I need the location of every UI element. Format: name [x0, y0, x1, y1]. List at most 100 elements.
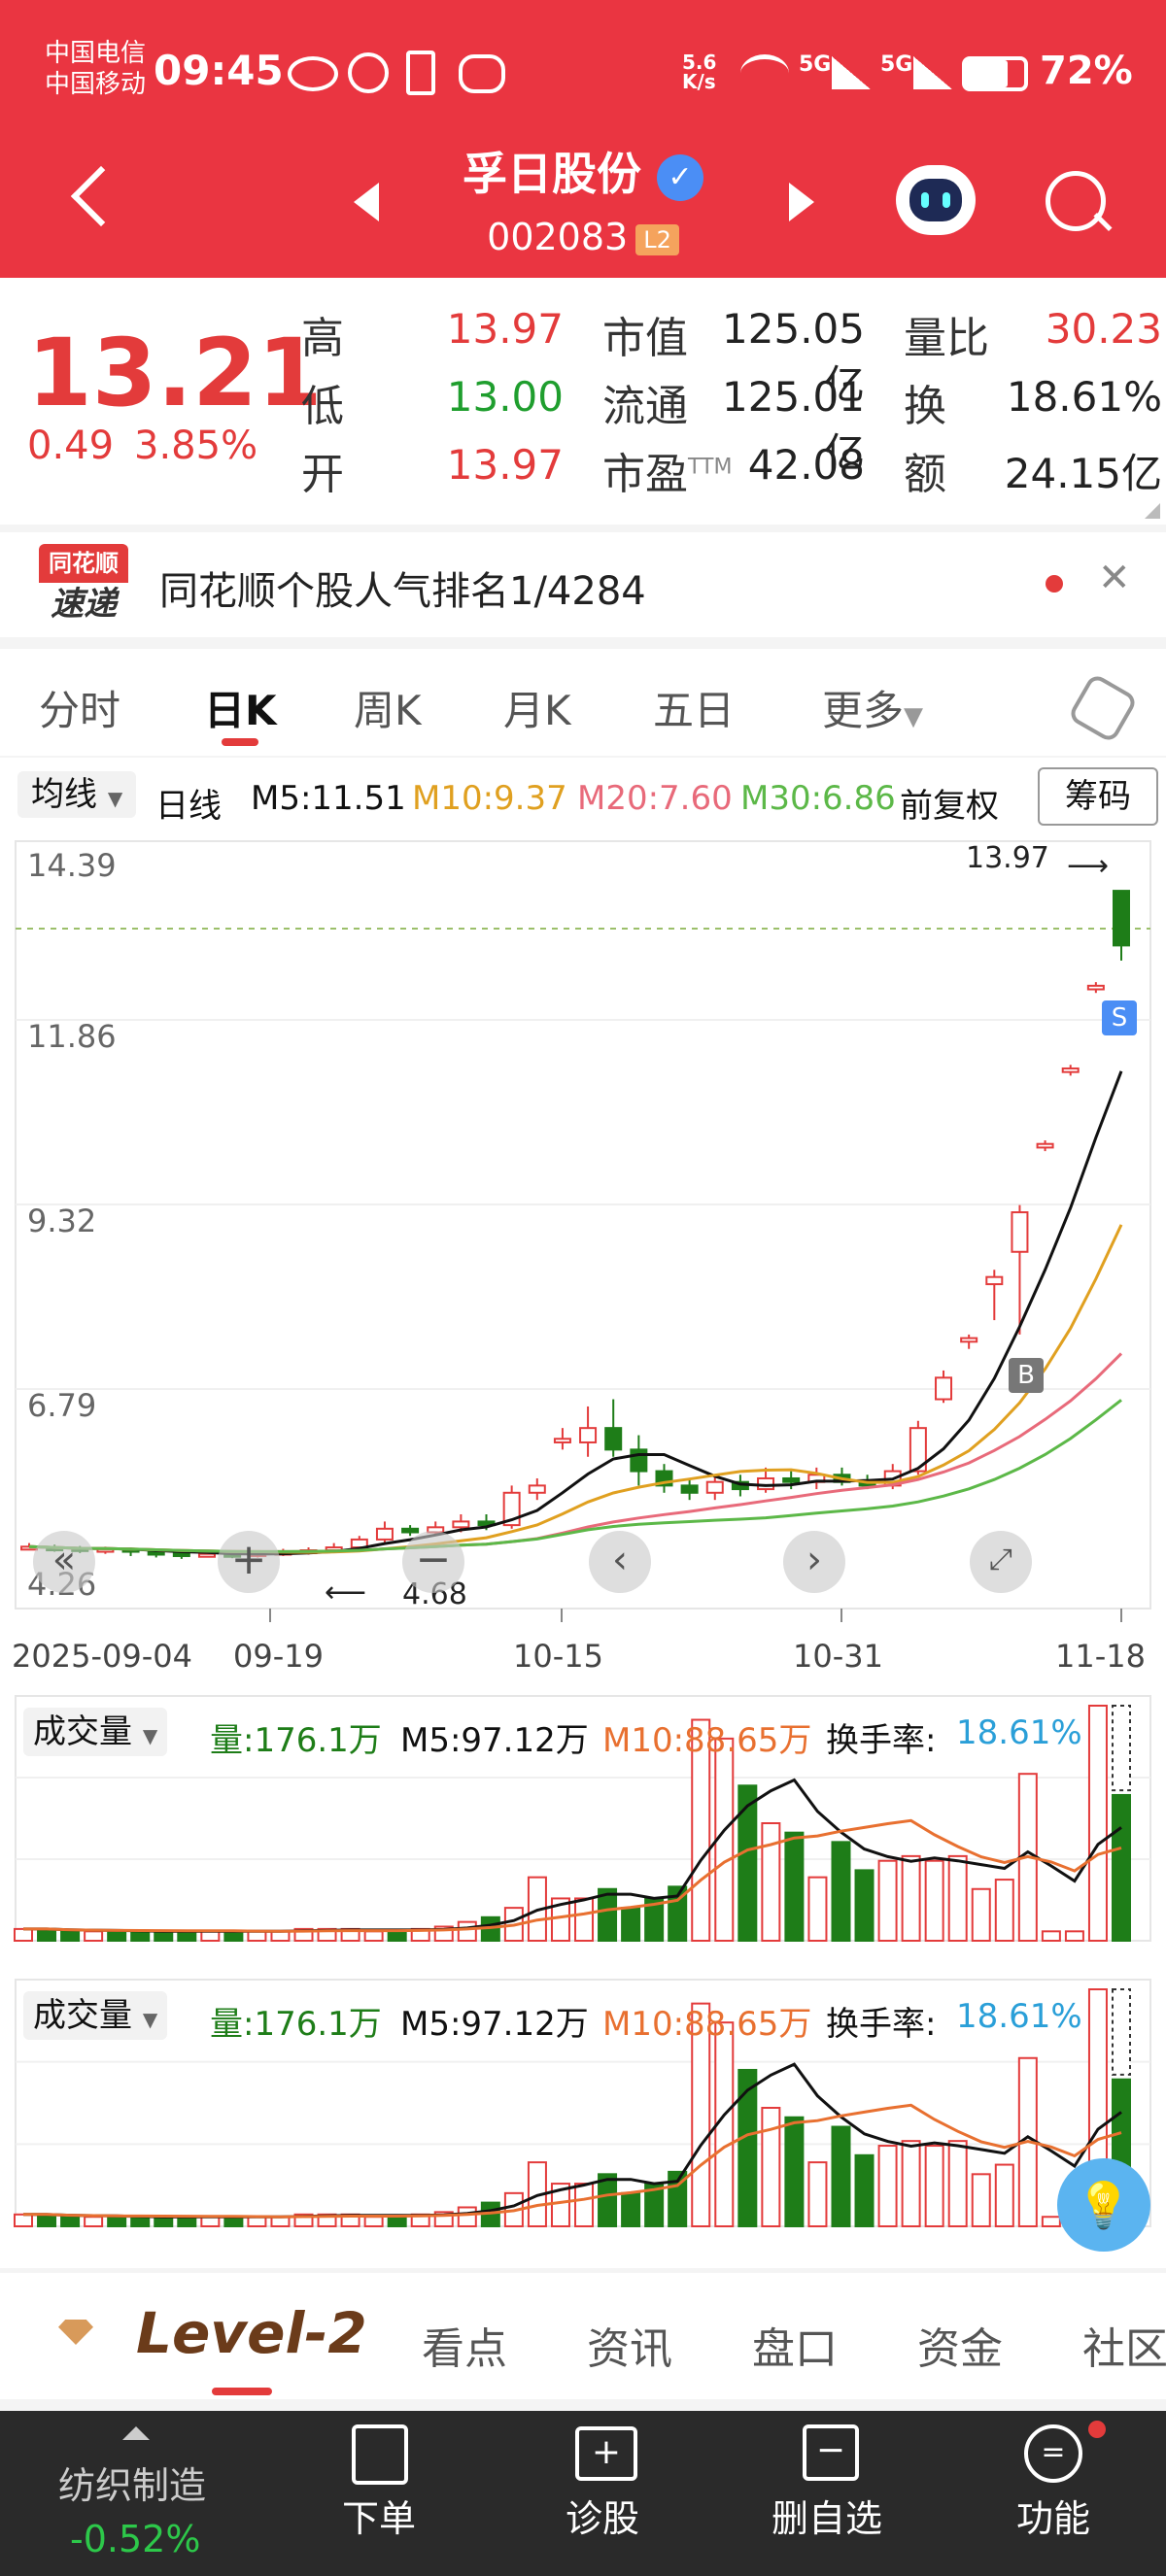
vol2-bar: [387, 2216, 407, 2227]
adjust-mode[interactable]: 前复权: [900, 787, 999, 826]
quote-panel: 13.21 0.49 3.85% 高 低 开 13.97 13.00 13.97…: [0, 278, 1166, 525]
candle-body: [604, 1427, 623, 1451]
vol1-forecast-bar: [1112, 1705, 1131, 1792]
signal-bars-2-icon: [913, 56, 952, 89]
vol2-select[interactable]: 成交量 ▼: [23, 1991, 168, 2040]
vol1-turnover-label: 换手率:: [826, 1721, 937, 1760]
candle-body: [553, 1438, 571, 1443]
scroll-left-icon[interactable]: ‹: [589, 1531, 651, 1593]
turnover-value: 18.61%: [1006, 373, 1162, 421]
nav-diagnose[interactable]: 诊股: [565, 2497, 639, 2540]
l2-badge: L2: [635, 223, 679, 255]
right-arrow-icon: ⟶: [1067, 849, 1110, 883]
tab-highlights[interactable]: 看点: [422, 2324, 507, 2374]
vol2-bar: [971, 2173, 991, 2227]
search-icon[interactable]: [1046, 171, 1106, 231]
nav-function[interactable]: 功能: [1015, 2497, 1090, 2540]
rewind-icon[interactable]: «: [33, 1531, 95, 1593]
order-icon[interactable]: [352, 2424, 408, 2485]
ma5-line: [28, 1070, 1123, 1556]
unread-dot: [1046, 575, 1063, 593]
scroll-right-icon[interactable]: ›: [783, 1531, 845, 1593]
active-tab-indicator: [222, 738, 258, 746]
tab-orderbook[interactable]: 盘口: [752, 2324, 838, 2374]
amount-value: 24.15亿: [1004, 450, 1162, 497]
vol2-m10: M10:88.65万: [602, 2005, 812, 2044]
vol1-bar: [947, 1854, 968, 1943]
vol2-bar: [60, 2216, 81, 2227]
chip-button[interactable]: 筹码: [1038, 767, 1158, 826]
popularity-banner[interactable]: 同花顺 速递 同花顺个股人气排名1/4284 ✕: [0, 532, 1166, 637]
ma5-value: M5:11.51: [251, 779, 406, 818]
diagnose-icon[interactable]: +: [575, 2426, 637, 2481]
tab-more[interactable]: 更多▼: [822, 678, 923, 737]
next-stock-icon[interactable]: [789, 183, 814, 221]
remove-watchlist-icon[interactable]: −: [803, 2424, 859, 2481]
ma-legend-row: 均线 ▼ 日线 M5:11.51 M10:9.37 M20:7.60 M30:6…: [0, 758, 1166, 835]
vol2-bar: [761, 2107, 781, 2227]
level2-tab[interactable]: Level-2: [136, 2300, 367, 2366]
settings-icon[interactable]: [1067, 672, 1139, 744]
vol2-volume: 量:176.1万: [210, 2005, 382, 2044]
chevron-down-icon: ▼: [142, 1724, 158, 1747]
nav-order[interactable]: 下单: [341, 2497, 416, 2540]
vol1-bar: [994, 1879, 1014, 1942]
vol1-bar: [14, 1927, 33, 1943]
tab-weekly-k[interactable]: 周K: [354, 687, 422, 734]
candle-body: [375, 1527, 394, 1541]
vol1-select[interactable]: 成交量 ▼: [23, 1708, 168, 1756]
vol1-bar: [1087, 1705, 1108, 1942]
y-tick-1: 14.39: [27, 847, 117, 884]
x-tick-5: 11-18: [1055, 1638, 1146, 1675]
tab-news[interactable]: 资讯: [587, 2324, 672, 2374]
signal-5g-2: 5G: [880, 52, 913, 77]
buy-tag[interactable]: B: [1009, 1358, 1044, 1393]
prev-stock-icon[interactable]: [354, 183, 379, 221]
close-icon[interactable]: ✕: [1098, 556, 1131, 600]
vol2-bar: [784, 2116, 805, 2228]
vol2-bar: [621, 2191, 641, 2227]
chevron-up-icon[interactable]: [122, 2426, 150, 2440]
ma20-line: [28, 1352, 1123, 1553]
vol2-bar: [154, 2216, 174, 2227]
float-value: 125.01亿: [722, 373, 865, 477]
zoom-out-icon[interactable]: −: [402, 1531, 464, 1593]
vibrate-icon: [406, 51, 435, 95]
expand-corner-icon[interactable]: [1145, 503, 1160, 519]
tab-funds[interactable]: 资金: [917, 2324, 1003, 2374]
vol1-bar: [737, 1784, 758, 1943]
eye-icon: [288, 56, 338, 91]
vol2-bar: [901, 2140, 921, 2228]
bottom-nav: 纺织制造 -0.52% 下单 + 诊股 − 删自选 = 功能: [0, 2411, 1166, 2576]
tab-monthly-k[interactable]: 月K: [503, 687, 571, 734]
tab-intraday[interactable]: 分时: [39, 687, 121, 734]
ma30-value: M30:6.86: [740, 779, 896, 818]
vol1-bar: [854, 1869, 874, 1943]
vol1-bar: [877, 1859, 898, 1942]
lightbulb-icon[interactable]: 💡: [1057, 2158, 1150, 2252]
ma-select[interactable]: 均线 ▼: [17, 771, 137, 818]
candle-body: [1113, 890, 1130, 947]
vol1-bar: [971, 1887, 991, 1943]
high-marker: 13.97: [966, 841, 1049, 875]
price-change-pct: 3.85%: [134, 424, 258, 468]
vol2-bar: [177, 2216, 197, 2227]
robot-assistant-icon[interactable]: [896, 165, 976, 235]
vol1-bar: [598, 1887, 618, 1943]
sell-tag[interactable]: S: [1102, 1000, 1137, 1035]
x-tick-2: 09-19: [233, 1638, 324, 1675]
tab-community[interactable]: 社区: [1082, 2324, 1166, 2374]
tab-daily-k[interactable]: 日K: [204, 687, 277, 734]
battery-percent: 72%: [1040, 49, 1133, 93]
vol2-bar: [854, 2153, 874, 2228]
tab-five-day[interactable]: 五日: [653, 687, 736, 734]
low-value: 13.00: [446, 373, 564, 421]
candle-body: [960, 1337, 978, 1343]
menu-icon[interactable]: =: [1024, 2424, 1082, 2483]
kline-chart[interactable]: [0, 835, 1166, 2268]
fullscreen-icon[interactable]: ⤢: [970, 1531, 1032, 1593]
nav-remove-watchlist[interactable]: 删自选: [771, 2497, 882, 2540]
vol2-bar: [130, 2216, 151, 2227]
sector-name[interactable]: 纺织制造: [58, 2464, 207, 2507]
zoom-in-icon[interactable]: +: [218, 1531, 280, 1593]
